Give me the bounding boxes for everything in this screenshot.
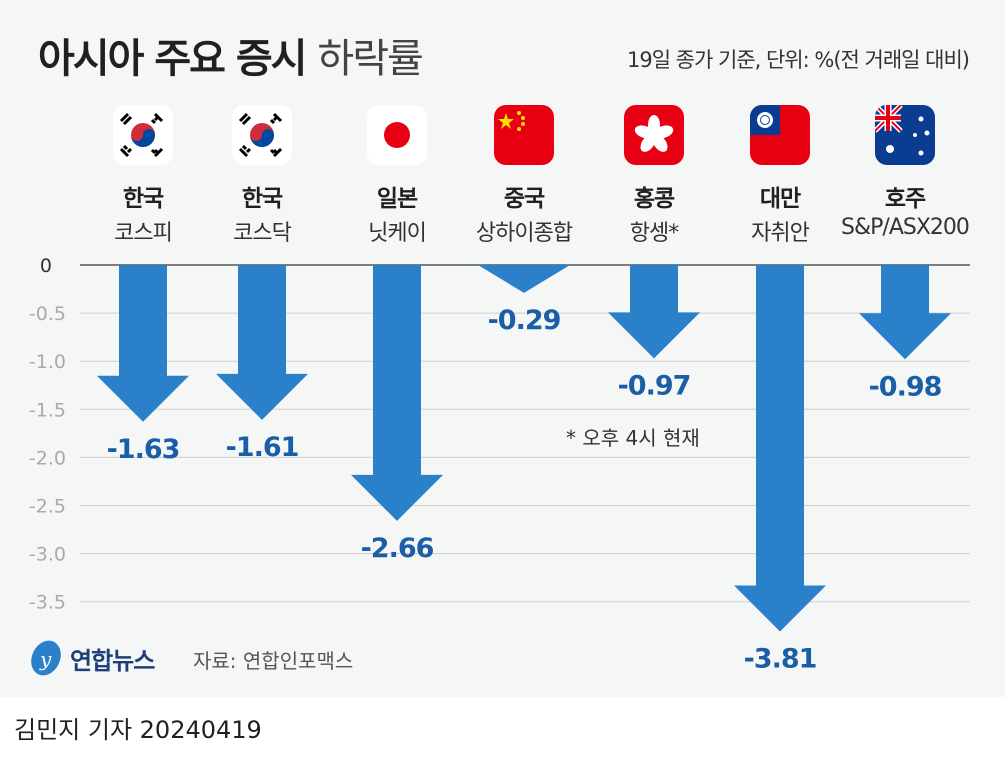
value-label: -0.29 [488, 305, 561, 336]
y-tick-label: -2.5 [29, 496, 66, 518]
chart-area: 0 -0.5 -1.0 -1.5 -2.0 -2.5 -3.0 -3.5 -1.63 -1.61 -… [29, 255, 970, 675]
value-label: -1.61 [226, 432, 299, 463]
index-label: 항셍* [629, 221, 679, 246]
category-header: 일본 닛케이 [332, 105, 462, 247]
category-header: 한국 코스피 [78, 105, 208, 247]
country-label: 일본 [376, 186, 418, 212]
y-tick-label: -1.0 [29, 351, 66, 373]
value-label: -2.66 [361, 533, 434, 564]
y-tick-label: -1.5 [29, 399, 66, 421]
value-label: -0.98 [869, 371, 942, 402]
y-tick-label: -2.0 [29, 447, 66, 469]
down-arrow-bar [859, 265, 951, 360]
flag-kr-icon [113, 105, 173, 165]
down-arrow-bar [351, 265, 443, 521]
index-label: 닛케이 [368, 221, 427, 246]
title-bold: 아시아 주요 증시 [38, 36, 307, 82]
down-arrow-bar [216, 265, 308, 420]
value-label: -1.63 [107, 434, 180, 465]
down-arrow-bar [478, 265, 570, 293]
flag-au-icon [875, 105, 935, 165]
y-tick-label: -0.5 [29, 303, 66, 325]
y-tick-label: -3.0 [29, 544, 66, 566]
category-header: 한국 코스닥 [197, 105, 327, 247]
byline: 김민지 기자 20240419 [14, 716, 262, 744]
country-label: 대만 [759, 186, 801, 212]
down-arrow-bar [734, 265, 826, 632]
index-label: 코스닥 [233, 221, 292, 246]
title-light: 하락률 [317, 36, 423, 82]
svg-text:y: y [39, 647, 52, 671]
annotation: * 오후 4시 현재 [566, 426, 700, 450]
down-arrow-bar [608, 265, 700, 359]
yonhap-logo: y 연합뉴스 [28, 638, 155, 678]
chart-title: 아시아 주요 증시 하락률 [38, 26, 424, 84]
yonhap-logo-icon: y [31, 640, 61, 676]
y-tick-label: -3.5 [29, 592, 66, 614]
source: 자료: 연합인포맥스 [193, 649, 354, 673]
y-tick-label: 0 [40, 255, 52, 277]
flag-jp-icon [367, 105, 427, 165]
flag-tw-icon [750, 105, 810, 165]
index-label: 코스피 [114, 221, 173, 246]
category-header: 중국 상하이종합 [459, 105, 589, 247]
country-label: 중국 [503, 186, 545, 212]
category-header: 홍콩 항셍* [589, 105, 719, 247]
category-header: 대만 자취안 [715, 105, 845, 247]
index-label: 자취안 [751, 221, 810, 246]
country-label: 호주 [884, 186, 926, 212]
value-label: -3.81 [744, 644, 817, 675]
index-label: 상하이종합 [475, 221, 573, 246]
country-label: 한국 [122, 186, 164, 212]
logo-text: 연합뉴스 [70, 646, 155, 675]
flag-kr-icon [232, 105, 292, 165]
category-header: 호주 S&P/ASX200 [840, 105, 970, 240]
value-label: -0.97 [618, 370, 691, 401]
flag-cn-icon [494, 105, 554, 165]
unit-note: 19일 종가 기준, 단위: %(전 거래일 대비) [626, 48, 970, 72]
country-label: 한국 [241, 186, 283, 212]
flag-hk-icon [624, 105, 684, 165]
country-label: 홍콩 [633, 186, 675, 212]
index-label: S&P/ASX200 [841, 215, 970, 240]
down-arrow-bar [97, 265, 189, 422]
